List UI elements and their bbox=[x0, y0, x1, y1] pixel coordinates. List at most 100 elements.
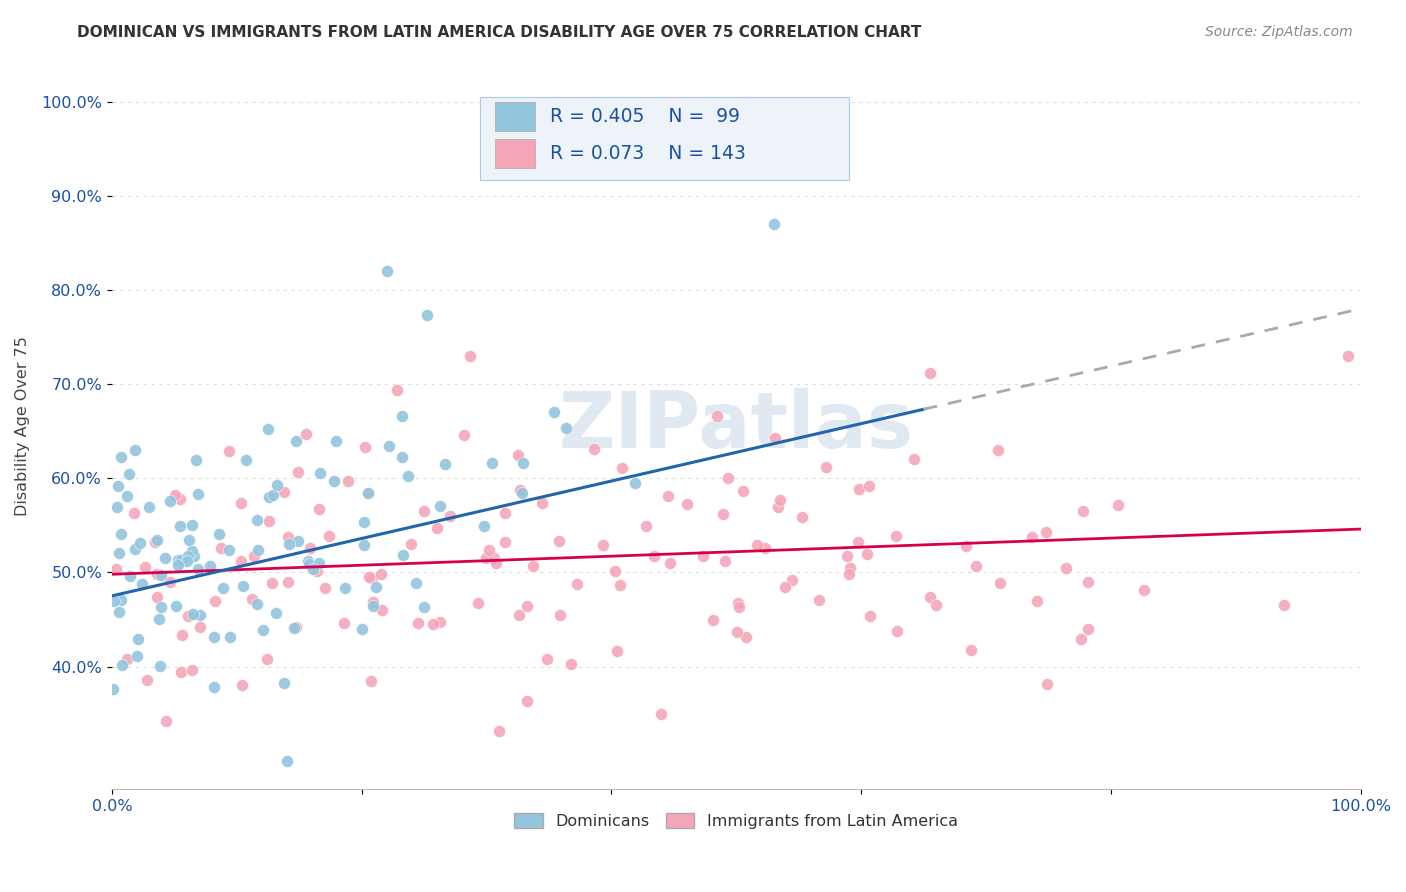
Point bbox=[458, 349, 481, 363]
FancyBboxPatch shape bbox=[495, 103, 536, 131]
Point bbox=[560, 657, 582, 671]
Point bbox=[287, 534, 309, 549]
Point bbox=[429, 499, 451, 513]
Point bbox=[603, 564, 626, 578]
Point bbox=[396, 469, 419, 483]
Point bbox=[918, 590, 941, 604]
Point bbox=[858, 478, 880, 492]
Point bbox=[763, 431, 786, 445]
Point bbox=[359, 570, 381, 584]
Point bbox=[166, 553, 188, 567]
Point bbox=[170, 553, 193, 567]
Point bbox=[717, 471, 740, 485]
Y-axis label: Disability Age Over 75: Disability Age Over 75 bbox=[15, 336, 30, 516]
Point bbox=[235, 453, 257, 467]
Point bbox=[183, 549, 205, 564]
Point bbox=[184, 453, 207, 467]
Point bbox=[131, 577, 153, 591]
Point bbox=[884, 529, 907, 543]
Point bbox=[808, 593, 831, 607]
Point bbox=[1035, 676, 1057, 690]
Point bbox=[548, 533, 571, 548]
Point bbox=[277, 574, 299, 589]
Point bbox=[273, 484, 295, 499]
Point bbox=[406, 615, 429, 630]
Point bbox=[101, 681, 124, 696]
Point bbox=[925, 598, 948, 612]
FancyBboxPatch shape bbox=[481, 96, 849, 180]
Point bbox=[314, 581, 336, 595]
Point bbox=[204, 593, 226, 607]
Point bbox=[353, 515, 375, 529]
Point bbox=[285, 434, 308, 448]
Point bbox=[285, 620, 308, 634]
Point bbox=[733, 483, 755, 498]
Point bbox=[167, 558, 190, 573]
Point bbox=[725, 625, 748, 640]
Point bbox=[148, 612, 170, 626]
Point bbox=[886, 624, 908, 639]
Text: DOMINICAN VS IMMIGRANTS FROM LATIN AMERICA DISABILITY AGE OVER 75 CORRELATION CH: DOMINICAN VS IMMIGRANTS FROM LATIN AMERI… bbox=[77, 25, 922, 40]
Point bbox=[478, 543, 501, 558]
Point bbox=[960, 643, 983, 657]
Point bbox=[955, 539, 977, 553]
Point bbox=[318, 529, 340, 543]
Point bbox=[838, 561, 860, 575]
Point bbox=[146, 566, 169, 581]
Point bbox=[308, 502, 330, 516]
Point bbox=[110, 593, 132, 607]
Point bbox=[325, 434, 347, 449]
Point bbox=[110, 527, 132, 541]
Point bbox=[246, 542, 269, 557]
Point bbox=[103, 594, 125, 608]
Point bbox=[107, 546, 129, 560]
Point bbox=[371, 602, 394, 616]
Point bbox=[543, 405, 565, 419]
Point bbox=[136, 673, 159, 688]
Point bbox=[754, 541, 776, 555]
Point bbox=[298, 558, 321, 572]
Point bbox=[659, 557, 682, 571]
Point bbox=[229, 495, 252, 509]
Point bbox=[582, 442, 605, 456]
Point bbox=[1071, 504, 1094, 518]
Point bbox=[1133, 582, 1156, 597]
Point bbox=[336, 475, 359, 489]
Point bbox=[426, 521, 449, 535]
Point bbox=[188, 620, 211, 634]
Point bbox=[676, 496, 699, 510]
Point bbox=[1337, 349, 1360, 363]
Point bbox=[243, 549, 266, 563]
Point bbox=[512, 456, 534, 470]
Point bbox=[592, 539, 614, 553]
Point bbox=[187, 487, 209, 501]
Point bbox=[481, 456, 503, 470]
Point bbox=[118, 569, 141, 583]
Point bbox=[516, 694, 538, 708]
Point bbox=[987, 443, 1010, 458]
Point bbox=[361, 599, 384, 613]
Point bbox=[111, 658, 134, 673]
Point bbox=[391, 450, 413, 464]
Text: R = 0.405    N =  99: R = 0.405 N = 99 bbox=[550, 107, 740, 127]
Point bbox=[357, 486, 380, 500]
Point bbox=[361, 595, 384, 609]
Point bbox=[360, 674, 382, 689]
Point bbox=[727, 596, 749, 610]
Point bbox=[229, 554, 252, 568]
Point bbox=[745, 538, 768, 552]
Point bbox=[399, 537, 422, 551]
Point bbox=[212, 581, 235, 595]
Point bbox=[188, 608, 211, 623]
Point bbox=[643, 549, 665, 563]
Point bbox=[361, 571, 384, 585]
Point bbox=[508, 608, 530, 623]
Point bbox=[259, 515, 281, 529]
Point bbox=[439, 509, 461, 524]
Point bbox=[198, 558, 221, 573]
Point bbox=[181, 663, 204, 677]
Point bbox=[429, 615, 451, 629]
Point bbox=[903, 452, 925, 467]
Point bbox=[159, 574, 181, 589]
Point bbox=[522, 559, 544, 574]
